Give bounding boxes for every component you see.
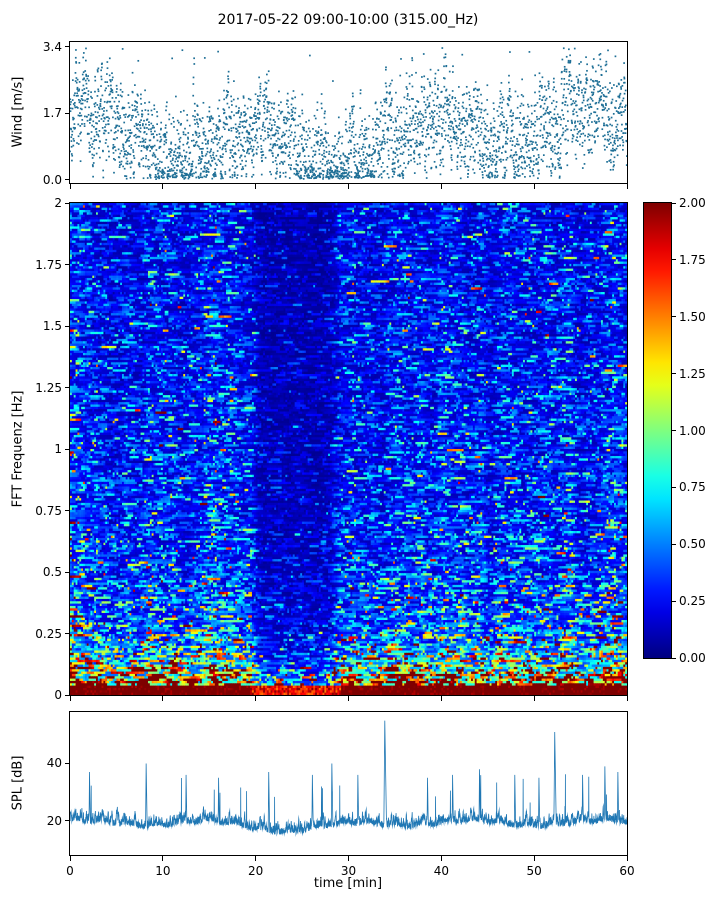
x-tick-label: 30 [340,864,357,878]
spl-plot [69,711,628,856]
colorbar [643,202,672,659]
x-tick-label: 60 [619,864,635,878]
y-tick-label: 1.7 [42,106,62,121]
y-tick-label: 1.5 [42,319,62,333]
x-tick-mark [255,184,257,189]
colorbar-tick-label: 1.00 [679,423,706,438]
colorbar-tick-mark [672,657,676,659]
x-tick-mark [626,856,628,861]
x-tick-mark [69,856,71,861]
y-tick-label: 40 [46,756,62,771]
colorbar-tick-label: 2.00 [679,196,706,210]
x-tick-label: 20 [248,864,264,878]
y-tick-mark [65,448,70,450]
x-tick-mark [533,856,535,861]
x-tick-mark [533,696,535,701]
x-tick-mark [440,184,442,189]
x-tick-mark [69,184,71,189]
colorbar-tick-mark [672,600,676,602]
y-tick-mark [65,46,70,48]
y-tick-mark [65,762,70,764]
x-tick-mark [69,696,71,701]
x-tick-mark [626,696,628,701]
x-tick-label: 10 [155,864,171,878]
colorbar-tick-label: 1.75 [679,252,706,267]
colorbar-tick-mark [672,373,676,375]
x-tick-label: 50 [526,864,542,878]
colorbar-tick-label: 1.50 [679,309,706,324]
x-tick-mark [440,696,442,701]
x-tick-mark [348,696,349,701]
y-tick-label: 20 [46,813,62,828]
y-tick-mark [65,633,70,634]
y-tick-mark [65,387,70,388]
y-tick-mark [65,820,70,822]
y-tick-label: 0 [54,688,62,702]
wind-plot [69,41,628,184]
spectrogram-canvas [70,203,627,695]
colorbar-tick-label: 1.25 [679,366,706,381]
y-tick-label: 1.25 [35,380,62,395]
colorbar-tick-label: 0.50 [679,537,706,552]
colorbar-tick-mark [672,316,676,318]
colorbar-tick-mark [672,202,676,204]
x-tick-mark [162,184,164,189]
x-tick-mark [348,856,349,861]
y-tick-label: 0.5 [42,565,62,579]
colorbar-tick-label: 0.00 [679,651,706,665]
y-tick-label: 0.75 [35,503,62,518]
x-tick-mark [255,856,257,861]
colorbar-tick-mark [672,259,676,261]
y-tick-label: 0.25 [35,626,62,641]
y-tick-label: 3.4 [42,39,62,54]
y-tick-label: 0.0 [42,172,62,187]
colorbar-tick-mark [672,543,676,545]
y-tick-mark [65,264,70,265]
x-tick-mark [348,184,349,189]
colorbar-tick-label: 0.25 [679,594,706,609]
colorbar-tick-mark [672,486,676,488]
x-tick-mark [162,856,164,861]
x-tick-mark [440,856,442,861]
x-tick-mark [626,184,628,189]
colorbar-tick-label: 0.75 [679,480,706,495]
y-tick-mark [65,325,70,327]
x-tick-label: 0 [66,864,74,878]
y-tick-mark [65,571,70,573]
y-tick-mark [65,694,70,696]
x-tick-mark [533,184,535,189]
y-tick-label: 1.75 [35,257,62,272]
spectrogram-plot [69,202,628,696]
x-tick-mark [162,696,164,701]
y-tick-mark [65,179,70,181]
x-tick-mark [255,696,257,701]
colorbar-gradient [644,203,671,658]
figure-title: 2017-05-22 09:00-10:00 (315.00_Hz) [217,12,479,28]
y-tick-label: 1 [54,442,62,456]
wind-scatter-canvas [70,42,627,183]
x-tick-label: 40 [433,864,449,878]
spl-line-canvas [70,712,627,855]
x-axis-label: time [min] [313,876,383,891]
y-tick-label: 2 [54,196,62,210]
y-tick-mark [65,202,70,204]
y-tick-mark [65,510,70,511]
y-tick-mark [65,112,70,114]
colorbar-tick-mark [672,430,676,431]
